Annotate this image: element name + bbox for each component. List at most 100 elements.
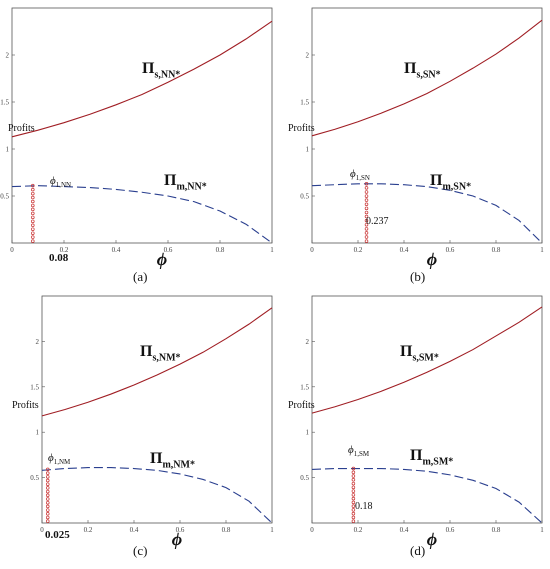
threshold-marker — [351, 474, 356, 478]
chart-panel-a: 0 0.2 0.4 0.6 0.8 1 0.5 1 1.5 2 Πs,NN* Πm,NN* ϕ1,NN 0… — [0, 7, 274, 284]
threshold-marker — [45, 478, 50, 483]
x-tick-label: 0 — [310, 526, 314, 534]
threshold-marker — [31, 231, 35, 235]
series-label-dashed: Πm,NN* — [164, 172, 207, 193]
threshold-markers — [351, 466, 356, 523]
threshold-marker — [31, 235, 35, 239]
y-axis-label: Profits — [288, 123, 315, 134]
series-line-solid — [311, 19, 543, 137]
threshold-marker — [364, 218, 369, 223]
plot-frame — [311, 7, 543, 244]
threshold-marker — [45, 486, 50, 490]
threshold-marker — [31, 195, 35, 200]
series-line-dashed — [41, 467, 273, 524]
x-tick-label: 0.4 — [112, 246, 121, 254]
threshold-marker — [364, 198, 369, 202]
series-line-dashed — [311, 183, 543, 244]
y-tick-label: 2 — [36, 338, 40, 346]
threshold-marker — [351, 493, 356, 497]
threshold-marker — [364, 239, 369, 243]
x-tick-label: 0.6 — [446, 246, 455, 254]
threshold-marker — [31, 227, 35, 231]
series-line-solid — [41, 307, 273, 417]
x-tick-label: 0.6 — [164, 246, 173, 254]
y-tick-label: 2 — [306, 338, 310, 346]
x-axis-label: ϕ — [157, 249, 167, 269]
threshold-marker — [351, 519, 356, 523]
threshold-marker — [45, 471, 50, 475]
threshold-marker — [364, 194, 369, 198]
x-tick-label: 0 — [310, 246, 314, 254]
threshold-marker — [45, 475, 50, 479]
threshold-marker — [45, 497, 50, 501]
x-tick-label: 0.2 — [354, 526, 363, 534]
y-tick-label: 0.5 — [300, 474, 309, 482]
y-tick-label: 1.5 — [300, 383, 309, 391]
threshold-markers — [364, 182, 369, 243]
chart-panel-c: 0 0.2 0.4 0.6 0.8 1 0.5 1 1.5 2 Πs,NM* Πm,NM* ϕ1,NM 0… — [12, 295, 274, 558]
x-tick-label: 0.4 — [400, 526, 409, 534]
threshold-marker — [351, 500, 356, 505]
series-line-dashed — [311, 467, 543, 524]
threshold-marker — [364, 202, 369, 207]
y-tick-label: 1.5 — [30, 383, 39, 391]
threshold-marker — [31, 203, 35, 208]
panel-label: (d) — [410, 543, 425, 558]
x-tick-label: 0.4 — [130, 526, 139, 534]
plot-frame — [311, 295, 543, 524]
threshold-marker — [45, 493, 50, 498]
threshold-marker — [364, 210, 369, 215]
threshold-marker — [364, 227, 369, 231]
threshold-marker — [364, 231, 369, 235]
threshold-marker — [351, 504, 356, 508]
y-tick-label: 2 — [6, 52, 10, 60]
threshold-value-label: 0.18 — [355, 501, 373, 512]
y-tick-label: 0.5 — [300, 193, 309, 201]
y-tick-label: 0.5 — [30, 474, 39, 482]
series-label-solid: Πs,SN* — [404, 60, 441, 81]
threshold-label: ϕ1,SN — [350, 168, 370, 182]
threshold-marker — [364, 214, 369, 219]
x-tick-label: 0.6 — [176, 526, 185, 534]
threshold-marker — [31, 239, 35, 243]
series-label-dashed: Πm,NM* — [150, 450, 195, 471]
threshold-marker — [364, 186, 369, 190]
chart-panel-b: 0 0.2 0.4 0.6 0.8 1 0.5 1 1.5 2 Πs,SN* Πm,SN* ϕ1,SN 0… — [288, 7, 544, 284]
x-tick-label: 1 — [540, 246, 544, 254]
x-tick-label: 0.8 — [222, 526, 231, 534]
series-line-dashed — [11, 185, 273, 244]
threshold-value-label: 0.08 — [49, 252, 69, 264]
threshold-marker — [45, 489, 50, 494]
threshold-marker — [31, 207, 35, 212]
series-label-solid: Πs,NN* — [142, 60, 180, 81]
threshold-marker — [351, 489, 356, 493]
x-tick-label: 0.4 — [400, 246, 409, 254]
threshold-marker — [364, 206, 369, 211]
threshold-marker — [351, 511, 356, 516]
threshold-marker — [351, 508, 356, 512]
x-tick-label: 0 — [10, 246, 14, 254]
threshold-marker — [31, 219, 35, 224]
threshold-markers — [31, 183, 35, 243]
y-tick-label: 1.5 — [300, 99, 309, 107]
threshold-marker — [31, 199, 35, 204]
panel-label: (b) — [410, 269, 425, 284]
x-tick-label: 0.2 — [354, 246, 363, 254]
threshold-marker — [351, 515, 356, 520]
plot-frame — [11, 7, 273, 244]
panel-label: (c) — [133, 543, 147, 558]
x-tick-label: 0.8 — [492, 246, 501, 254]
plot-frame — [41, 295, 273, 524]
y-tick-label: 1 — [306, 429, 310, 437]
threshold-label: ϕ1,NN — [50, 175, 71, 189]
x-axis-label: ϕ — [172, 529, 182, 549]
threshold-marker — [351, 466, 356, 471]
threshold-marker — [31, 191, 35, 196]
x-tick-label: 1 — [270, 246, 274, 254]
y-tick-label: 1 — [6, 146, 10, 154]
threshold-marker — [364, 222, 369, 227]
threshold-marker — [45, 467, 50, 472]
threshold-marker — [31, 183, 35, 188]
threshold-marker — [45, 500, 50, 505]
